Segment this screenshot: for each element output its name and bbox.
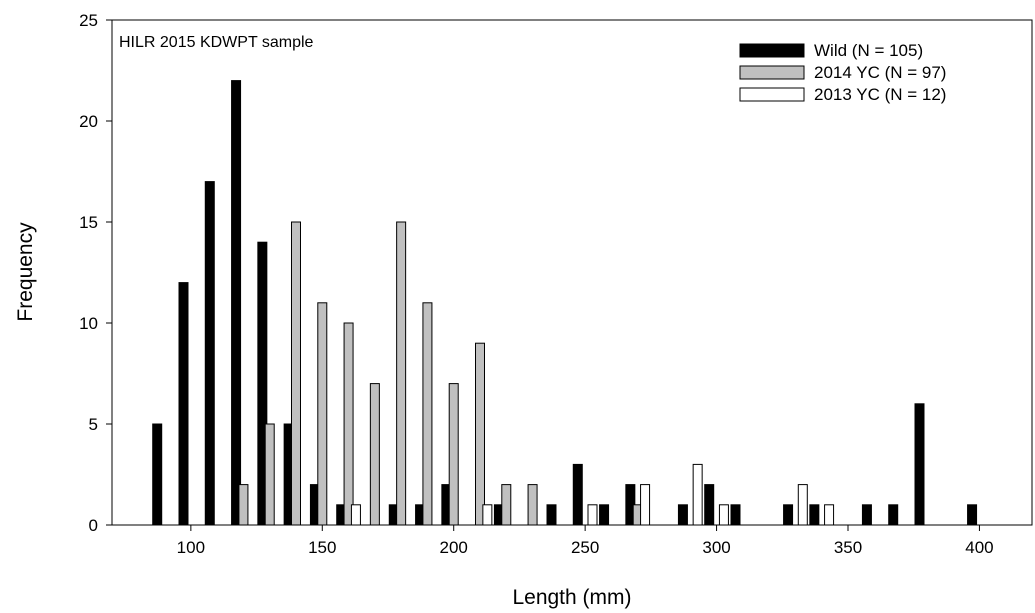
bar-series-2-290 <box>692 463 703 526</box>
bar-series-0-300 <box>704 484 715 526</box>
legend-swatch-0 <box>739 43 805 58</box>
bar-series-0-370 <box>888 504 899 526</box>
bar-series-0-340 <box>809 504 820 526</box>
bar-series-2-250 <box>587 504 598 526</box>
bar-series-1-210 <box>475 342 485 526</box>
bar-series-0-400 <box>967 504 978 526</box>
legend-label-2: 2013 YC (N = 12) <box>814 85 946 104</box>
legend-label-0: Wild (N = 105) <box>814 41 923 60</box>
bar-series-1-150 <box>317 302 328 526</box>
legend-label-1: 2014 YC (N = 97) <box>814 63 946 82</box>
sample-annotation: HILR 2015 KDWPT sample <box>119 34 314 51</box>
bar-series-0-380 <box>914 403 925 526</box>
y-tick-label: 5 <box>89 415 98 434</box>
bar-series-0-290 <box>677 504 688 526</box>
bar-series-0-90 <box>152 423 163 526</box>
x-tick-label: 400 <box>965 538 993 557</box>
bar-series-0-120 <box>231 80 242 526</box>
x-tick-label: 300 <box>702 538 730 557</box>
bar-series-1-220 <box>501 484 512 526</box>
bar-series-1-130 <box>264 423 275 526</box>
x-tick-label: 200 <box>440 538 468 557</box>
bar-series-0-310 <box>730 504 741 526</box>
legend: Wild (N = 105) 2014 YC (N = 97) 2013 YC (N… <box>739 41 946 104</box>
bar-series-2-160 <box>350 504 361 526</box>
bar-series-0-250 <box>572 463 583 526</box>
axes-layer: 100 150 200 250 300 350 400 0 5 10 15 20 25 <box>79 11 994 557</box>
x-tick-label: 100 <box>177 538 205 557</box>
y-axis-title: Frequency <box>14 222 37 322</box>
y-tick-label: 10 <box>79 314 98 333</box>
bar-series-1-120 <box>238 484 249 526</box>
bar-series-0-130 <box>257 241 268 526</box>
bar-series-2-340 <box>824 504 835 526</box>
bar-series-1-180 <box>396 221 407 526</box>
x-tick-label: 150 <box>308 538 336 557</box>
bar-series-0-330 <box>783 504 794 526</box>
bar-series-2-210 <box>482 504 493 526</box>
bar-series-1-200 <box>448 383 459 526</box>
bar-series-0-110 <box>204 181 215 526</box>
bar-series-0-260 <box>599 504 610 526</box>
y-tick-label: 15 <box>79 213 98 232</box>
y-tick-label: 20 <box>79 112 98 131</box>
bars-layer <box>152 80 978 526</box>
bar-series-1-230 <box>527 484 538 526</box>
legend-swatch-1 <box>739 65 805 80</box>
bar-series-0-360 <box>861 504 872 526</box>
bar-series-1-170 <box>369 383 380 526</box>
y-tick-label: 25 <box>79 11 98 30</box>
bar-series-1-140 <box>291 221 301 526</box>
y-tick-label: 0 <box>89 516 98 535</box>
legend-swatch-2 <box>739 87 805 102</box>
bar-series-1-160 <box>343 322 354 526</box>
x-tick-label: 250 <box>571 538 599 557</box>
plot-frame <box>111 19 1033 526</box>
bar-series-2-330 <box>797 484 808 526</box>
bar-series-1-190 <box>422 302 433 526</box>
bar-series-2-300 <box>718 504 729 526</box>
plot-area <box>111 19 1033 526</box>
x-axis-title: Length (mm) <box>512 586 631 609</box>
bar-series-0-100 <box>178 282 189 526</box>
x-tick-label: 350 <box>834 538 862 557</box>
bar-series-2-270 <box>640 484 651 526</box>
bar-series-0-240 <box>546 504 557 526</box>
